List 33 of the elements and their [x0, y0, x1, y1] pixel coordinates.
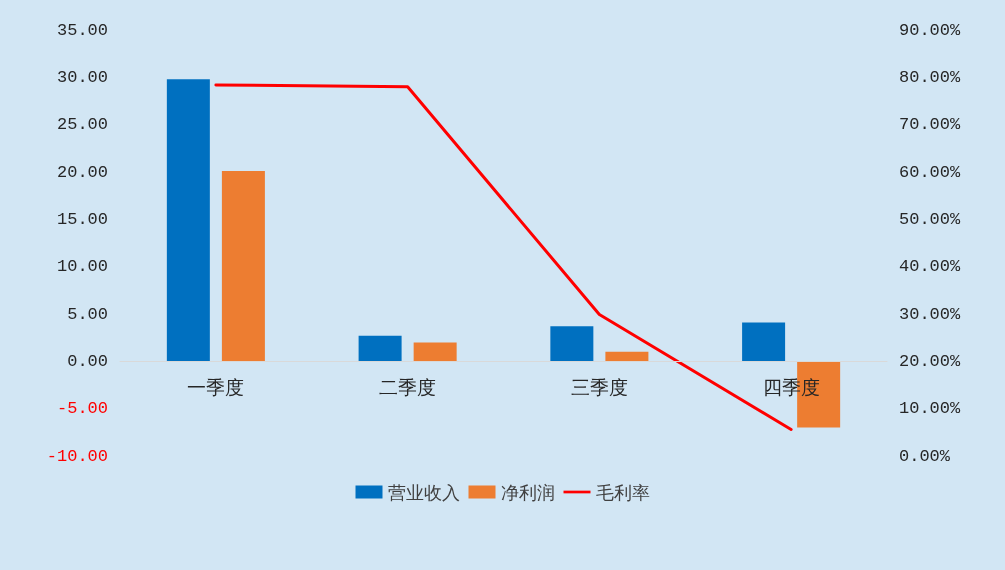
y-tick-label: -10.00 — [46, 446, 108, 466]
y-tick-label: 25.00 — [56, 115, 108, 135]
bar — [221, 171, 265, 362]
y-tick-label: -5.00 — [56, 399, 108, 419]
y2-tick-label: 80.00% — [899, 67, 962, 87]
x-tick-label: 一季度 — [187, 375, 245, 398]
bar — [166, 79, 210, 362]
x-tick-label: 三季度 — [570, 375, 628, 398]
bar — [550, 326, 594, 362]
bar — [358, 335, 402, 362]
y2-tick-label: 70.00% — [899, 115, 962, 135]
y2-tick-label: 10.00% — [899, 399, 962, 419]
y2-tick-label: 40.00% — [899, 257, 962, 277]
y-tick-label: 0.00 — [67, 351, 108, 371]
y-tick-label: 30.00 — [56, 67, 108, 87]
y2-tick-label: 50.00% — [899, 209, 962, 229]
y2-tick-label: 90.00% — [899, 20, 962, 40]
y-tick-label: 15.00 — [56, 209, 108, 229]
bar — [413, 342, 457, 362]
y2-tick-label: 30.00% — [899, 304, 962, 324]
x-tick-label: 二季度 — [379, 375, 437, 398]
y2-tick-label: 0.00% — [899, 446, 951, 466]
legend-label: 营业收入 — [387, 481, 460, 503]
y2-tick-label: 60.00% — [899, 162, 962, 182]
y-tick-label: 5.00 — [67, 304, 108, 324]
legend-label: 毛利率 — [595, 481, 650, 503]
y-tick-label: 10.00 — [56, 257, 108, 277]
y-tick-label: 20.00 — [56, 162, 108, 182]
legend-label: 净利润 — [500, 481, 555, 503]
y-tick-label: 35.00 — [56, 20, 108, 40]
bar — [605, 351, 649, 362]
bar — [742, 322, 786, 362]
y2-tick-label: 20.00% — [899, 351, 962, 371]
